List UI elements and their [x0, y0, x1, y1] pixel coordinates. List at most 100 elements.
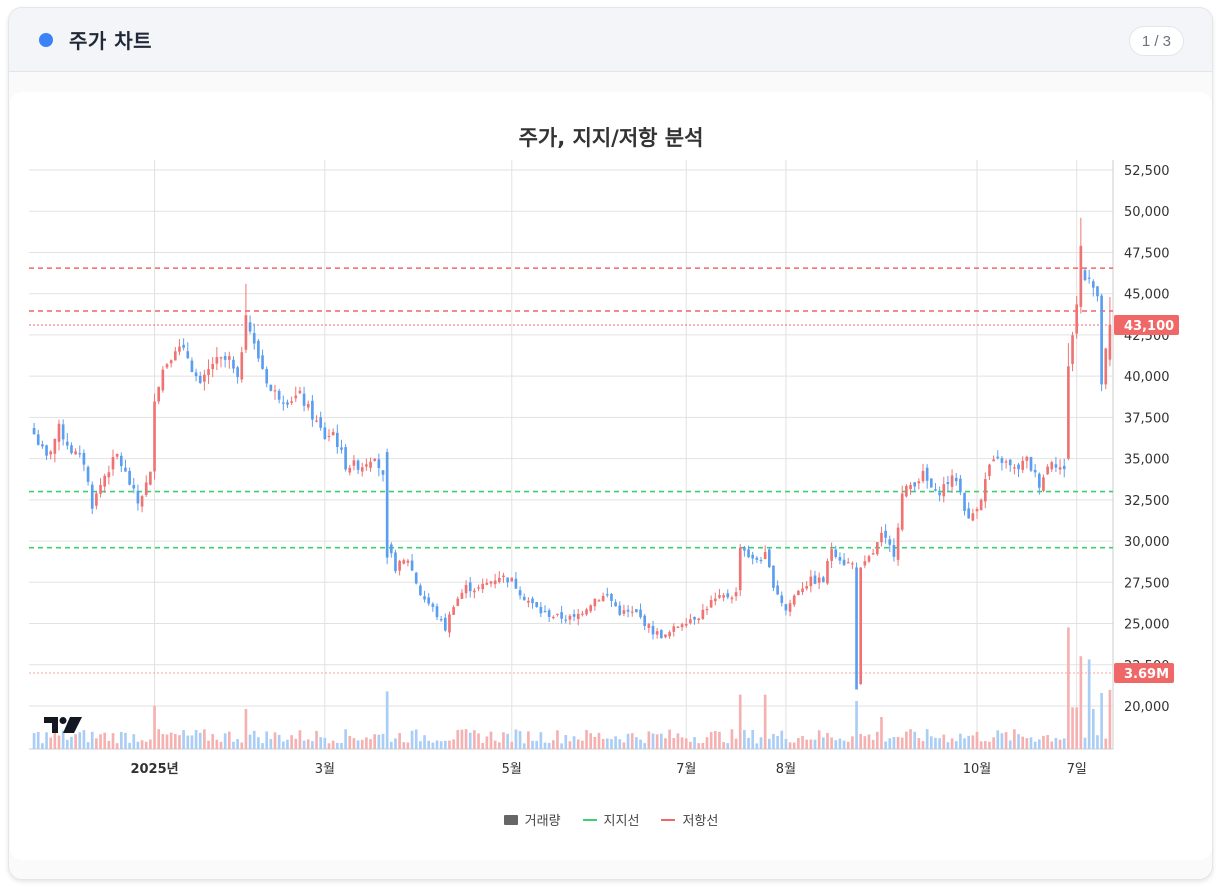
candle-body [934, 489, 937, 491]
candle-body [792, 595, 796, 605]
volume-bar [82, 730, 86, 749]
legend-item-resistance[interactable]: 저항선 [661, 810, 718, 829]
volume-bar [971, 735, 975, 749]
candle-body [497, 577, 501, 582]
candle-body [82, 452, 86, 465]
candle-body [950, 475, 954, 487]
candle-body [153, 401, 156, 472]
volume-bar [821, 737, 825, 749]
candle-body [917, 481, 921, 484]
volume-bar [1013, 729, 1016, 749]
volume-bar [738, 694, 742, 749]
candle-body [1029, 456, 1033, 471]
volume-bar [701, 742, 705, 749]
candle-body [389, 544, 393, 554]
candle-body [468, 582, 472, 592]
candle-body [568, 615, 572, 620]
candle-body [1071, 335, 1074, 364]
candle-body [173, 351, 177, 361]
candle-body [261, 355, 264, 369]
volume-bar [223, 733, 227, 749]
volume-bar [672, 738, 676, 749]
candle-body [767, 549, 771, 568]
volume-bar [489, 731, 493, 749]
candle-body [290, 401, 293, 403]
volume-bar [647, 731, 651, 749]
tradingview-logo-icon[interactable] [44, 717, 82, 733]
candle-body [473, 590, 476, 593]
candlestick-chart[interactable]: 20,00022,50025,00027,50030,00032,50035,0… [10, 92, 1212, 792]
volume-bar [722, 742, 725, 749]
candle-body [784, 604, 788, 611]
volume-bar [286, 739, 289, 749]
resistance-line-icon [661, 818, 676, 821]
volume-bar [215, 739, 219, 749]
candle-body [273, 390, 277, 392]
legend-item-volume[interactable]: 거래량 [503, 810, 561, 829]
candle-body [161, 369, 165, 391]
volume-bar [942, 734, 946, 749]
volume-bar [996, 730, 1000, 749]
y-tick-label: 25,000 [1124, 618, 1170, 633]
legend-item-support[interactable]: 지지선 [582, 810, 639, 829]
y-tick-label: 30,000 [1124, 535, 1170, 550]
candle-body [630, 611, 634, 613]
candle-body [86, 467, 90, 482]
candle-body [1058, 467, 1062, 470]
candle-body [240, 352, 244, 380]
candle-body [32, 427, 36, 434]
legend-label-resistance: 저항선 [682, 814, 719, 829]
volume-bar [149, 739, 152, 749]
volume-bar [938, 738, 941, 749]
volume-bar [273, 732, 277, 749]
candle-body [45, 445, 48, 456]
volume-bar [797, 738, 800, 749]
y-tick-label: 47,500 [1124, 246, 1170, 261]
candle-body [90, 484, 94, 509]
legend-label-volume: 거래량 [524, 814, 561, 829]
candle-body [830, 549, 833, 561]
volume-bar [909, 729, 912, 749]
volume-bar [153, 705, 156, 749]
candle-body [875, 542, 879, 555]
volume-bar [535, 740, 539, 749]
volume-bar [240, 742, 244, 749]
volume-bar [1071, 707, 1074, 749]
volume-bar [414, 729, 418, 749]
candle-body [975, 508, 979, 512]
candle-body [581, 613, 584, 615]
candle-body [348, 467, 352, 473]
page-indicator[interactable]: 1 / 3 [1128, 26, 1184, 56]
candle-body [551, 616, 555, 619]
volume-bar [651, 733, 655, 749]
chart-title: 주가, 지지/저항 분석 [518, 126, 704, 150]
volume-bar [527, 731, 530, 749]
candle-body [518, 590, 522, 596]
volume-bar [1079, 656, 1083, 749]
x-tick-label: 7월 [676, 762, 696, 777]
candle-body [884, 530, 887, 538]
volume-bar [568, 741, 572, 749]
volume-bar [61, 730, 65, 749]
volume-bar [36, 731, 40, 749]
volume-bar [203, 729, 206, 749]
legend: 거래량 지지선 저항선 [10, 810, 1212, 829]
volume-bar [124, 732, 127, 749]
candle-body [460, 592, 464, 599]
volume-bar [1083, 737, 1087, 749]
candle-body [780, 595, 784, 603]
candle-body [74, 451, 77, 455]
volume-bar [502, 732, 505, 749]
candle-body [502, 575, 505, 578]
y-tick-label: 52,500 [1124, 164, 1170, 179]
volume-bar [967, 735, 971, 749]
candle-body [547, 610, 551, 617]
candle-body [1067, 366, 1070, 459]
candle-body [99, 485, 102, 494]
volume-bar [767, 738, 771, 749]
volume-bar [257, 737, 260, 749]
candle-body [506, 577, 509, 583]
volume-bar [319, 737, 323, 749]
candle-body [813, 575, 817, 584]
candle-body [610, 593, 613, 601]
